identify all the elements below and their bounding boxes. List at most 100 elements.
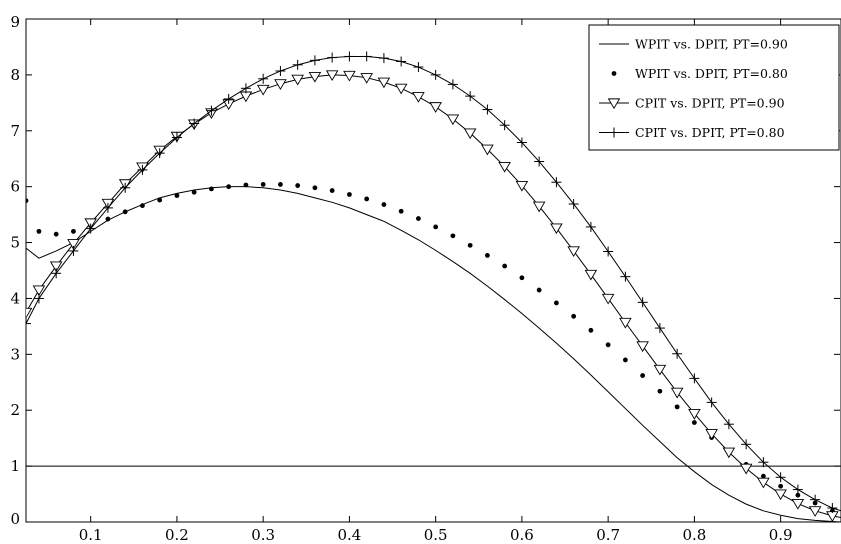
data-point xyxy=(640,373,646,378)
data-point xyxy=(622,357,628,363)
y-tick-label: 7 xyxy=(10,122,20,140)
data-point xyxy=(601,293,615,305)
data-point xyxy=(308,71,322,83)
data-point xyxy=(670,387,684,399)
x-tick-label: 0.8 xyxy=(682,526,706,544)
data-point xyxy=(588,327,594,333)
legend-entry: WPIT vs. DPIT, PT=0.90 xyxy=(599,37,788,52)
data-point xyxy=(260,182,266,187)
legend-swatch-marker xyxy=(609,127,619,138)
data-point xyxy=(416,216,421,221)
y-tick-label: 2 xyxy=(10,401,20,419)
data-point xyxy=(275,65,286,76)
data-point xyxy=(620,271,631,282)
data-point xyxy=(53,231,59,237)
data-point xyxy=(226,184,232,190)
data-point xyxy=(723,419,734,430)
data-point xyxy=(605,342,611,348)
data-point xyxy=(51,268,62,279)
data-point xyxy=(450,233,456,239)
data-point xyxy=(553,300,559,306)
data-point xyxy=(499,120,510,131)
data-point xyxy=(465,91,476,102)
data-point xyxy=(741,439,752,450)
data-point xyxy=(515,180,529,192)
data-point xyxy=(482,104,493,115)
data-point xyxy=(329,188,335,193)
data-point xyxy=(567,246,580,258)
data-point xyxy=(653,364,667,376)
plot-frame xyxy=(25,18,841,523)
data-point xyxy=(536,287,542,293)
data-point xyxy=(810,494,821,505)
data-point xyxy=(378,53,389,64)
data-point xyxy=(154,148,165,159)
series-4 xyxy=(26,51,841,514)
data-point xyxy=(364,196,370,202)
legend-swatch-marker xyxy=(611,71,617,76)
data-point xyxy=(775,472,786,483)
legend-box xyxy=(588,24,840,151)
legend-label: CPIT vs. DPIT, PT=0.90 xyxy=(635,96,785,111)
data-point xyxy=(71,228,76,234)
data-point xyxy=(295,183,301,188)
data-point xyxy=(467,242,473,248)
data-point xyxy=(243,182,249,188)
data-point xyxy=(347,192,352,197)
data-point xyxy=(532,201,546,213)
legend-entry: CPIT vs. DPIT, PT=0.90 xyxy=(599,96,785,111)
x-tick-label: 0.1 xyxy=(79,526,103,544)
data-point xyxy=(429,102,442,113)
data-point xyxy=(398,208,404,214)
data-point xyxy=(291,74,304,86)
data-point xyxy=(637,297,648,308)
y-tick-label: 9 xyxy=(10,13,20,31)
series-line xyxy=(26,186,841,522)
data-point xyxy=(240,83,251,94)
x-tick-label: 0.3 xyxy=(251,526,275,544)
tick-labels: 0.1 0.2 0.3 0.4 0.5 0.6 0.7 0.8 0.9 0 1 2 3 4 5 6 7 8 9 xyxy=(10,13,792,544)
legend-label: WPIT vs. DPIT, PT=0.80 xyxy=(635,66,788,81)
legend: WPIT vs. DPIT, PT=0.90 WPIT vs. DPIT, PT=… xyxy=(588,24,840,151)
data-point xyxy=(672,348,683,359)
data-point xyxy=(739,463,753,475)
data-point xyxy=(689,373,700,384)
data-point xyxy=(105,216,111,222)
data-point xyxy=(758,457,769,468)
data-point xyxy=(171,132,182,143)
data-point xyxy=(292,59,303,70)
data-point xyxy=(32,285,46,297)
data-point xyxy=(239,91,253,103)
data-point xyxy=(84,218,97,230)
data-point xyxy=(757,477,770,489)
data-point xyxy=(174,193,180,199)
data-point xyxy=(381,202,387,207)
data-point xyxy=(502,263,508,269)
data-point xyxy=(795,492,801,498)
data-point xyxy=(344,51,355,62)
data-point xyxy=(360,73,373,84)
data-point xyxy=(68,245,79,256)
y-tick-label: 6 xyxy=(10,178,20,196)
data-point xyxy=(619,317,632,329)
data-point xyxy=(377,77,391,89)
data-point xyxy=(191,189,197,195)
data-point xyxy=(674,404,680,410)
data-point xyxy=(485,253,490,258)
data-point xyxy=(657,388,663,394)
data-point xyxy=(361,51,372,62)
data-point xyxy=(413,62,424,73)
data-point xyxy=(827,503,838,514)
data-point xyxy=(568,198,579,209)
data-point xyxy=(26,307,33,319)
data-point xyxy=(603,246,614,257)
data-point xyxy=(396,56,407,67)
data-point xyxy=(636,341,649,353)
data-point xyxy=(274,79,287,90)
data-point xyxy=(33,293,44,304)
y-tick-label: 1 xyxy=(10,457,20,475)
data-point xyxy=(791,498,805,510)
x-tick-label: 0.7 xyxy=(596,526,620,544)
legend-entry: CPIT vs. DPIT, PT=0.80 xyxy=(599,125,785,140)
